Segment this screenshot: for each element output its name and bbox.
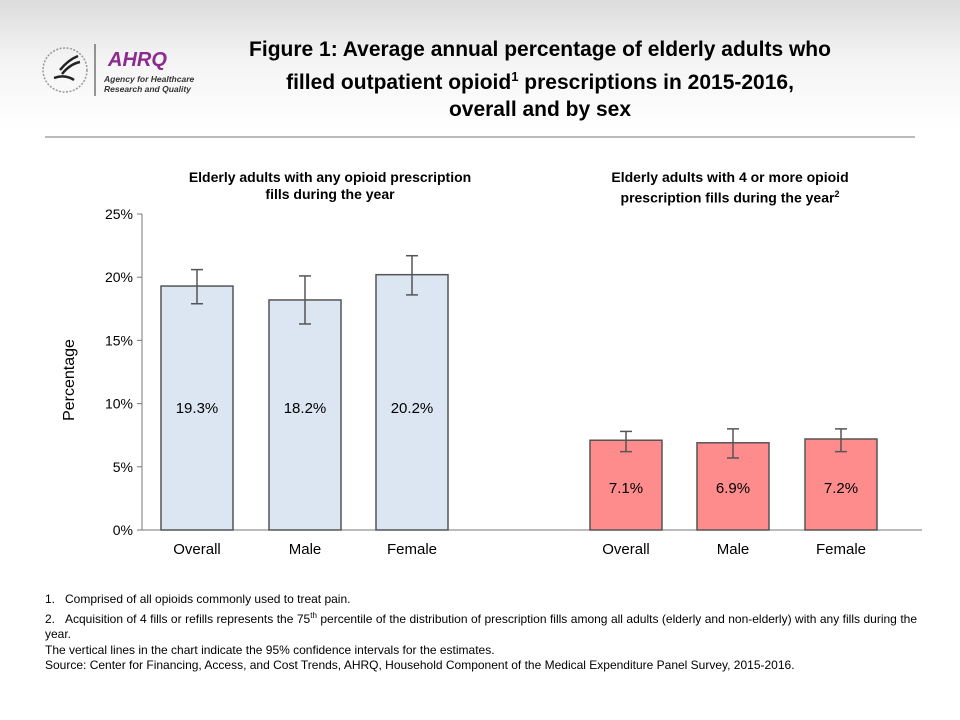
title-line3: overall and by sex bbox=[448, 98, 632, 121]
title-line2: filled outpatient opioid1 prescriptions … bbox=[286, 69, 794, 94]
title-line1: Figure 1: Average annual percentage of e… bbox=[249, 38, 831, 61]
bar-chart: 0% 5% 10% 15% 20% 25% Percentage 19.3% Overall 18… bbox=[61, 206, 922, 558]
panel-title-4plus: Elderly adults with 4 or more opioid pres… bbox=[611, 169, 849, 206]
svg-text:Research and Quality: Research and Quality bbox=[104, 84, 192, 94]
svg-text:AHRQ: AHRQ bbox=[107, 49, 167, 71]
divider bbox=[45, 136, 915, 138]
bar-overall bbox=[589, 439, 663, 531]
x-tick-label: Overall bbox=[173, 541, 221, 558]
y-tick-label: 5% bbox=[113, 459, 133, 475]
x-tick-label: Overall bbox=[602, 541, 650, 558]
x-tick-label: Male bbox=[717, 541, 750, 558]
data-label: 7.1% bbox=[609, 480, 643, 497]
y-tick-label: 10% bbox=[105, 396, 133, 412]
x-tick-label: Female bbox=[387, 541, 437, 558]
bar-male bbox=[268, 299, 342, 531]
svg-text:Agency for Healthcare: Agency for Healthcare bbox=[103, 74, 194, 84]
footnote-1: 1. Comprised of all opioids commonly used… bbox=[45, 592, 351, 606]
figure-title: Figure 1: Average annual percentage of e… bbox=[180, 36, 900, 123]
y-tick-label: 20% bbox=[105, 269, 133, 285]
x-tick-label: Female bbox=[816, 541, 866, 558]
source-note: Source: Center for Financing, Access, an… bbox=[45, 658, 795, 672]
ci-note: The vertical lines in the chart indicate… bbox=[45, 642, 495, 657]
bar-female bbox=[804, 438, 878, 531]
data-label: 6.9% bbox=[716, 480, 750, 497]
data-label: 18.2% bbox=[284, 400, 327, 417]
footnote-2: 2. Acquisition of 4 fills or refills repr… bbox=[45, 610, 917, 642]
panel-title-any: Elderly adults with any opioid prescript… bbox=[188, 169, 472, 202]
y-axis-label: Percentage bbox=[61, 339, 78, 421]
hhs-seal-icon bbox=[42, 47, 88, 93]
x-tick-label: Male bbox=[289, 541, 322, 558]
bar-overall bbox=[160, 285, 234, 531]
bar-female bbox=[375, 273, 449, 531]
data-label: 19.3% bbox=[176, 400, 219, 417]
y-tick-label: 25% bbox=[105, 206, 133, 222]
y-tick-label: 15% bbox=[105, 332, 133, 348]
data-label: 20.2% bbox=[391, 400, 434, 417]
data-label: 7.2% bbox=[824, 480, 858, 497]
footnotes: 1. Comprised of all opioids commonly used… bbox=[45, 592, 917, 674]
y-tick-label: 0% bbox=[113, 522, 133, 538]
ahrq-logo: AHRQ Agency for Healthcare Research and … bbox=[42, 44, 194, 96]
